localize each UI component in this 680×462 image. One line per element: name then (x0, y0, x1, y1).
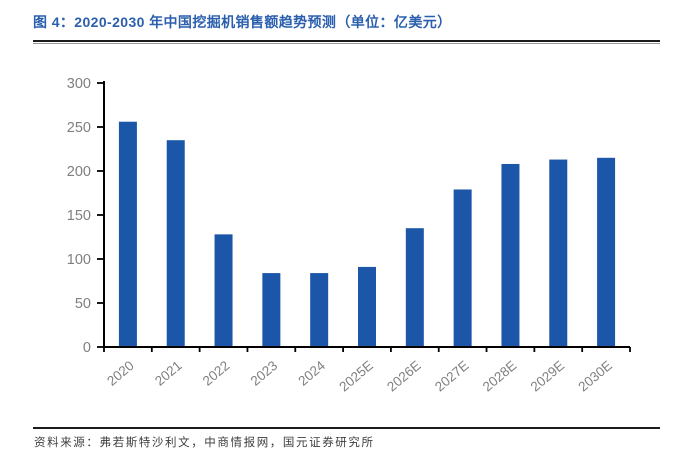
y-tick-label: 150 (67, 208, 91, 224)
title-divider (33, 40, 660, 44)
bar-2021 (166, 140, 185, 347)
bar-2029E (549, 159, 568, 347)
x-tick-label: 2026E (384, 358, 424, 395)
bar-2025E (358, 266, 376, 347)
x-tick-label: 2022 (200, 358, 233, 389)
bar-2020 (118, 121, 137, 347)
y-tick-label: 250 (67, 120, 91, 136)
x-tick-label: 2029E (528, 358, 568, 395)
figure-title: 图 4：2020-2030 年中国挖掘机销售额趋势预测（单位：亿美元） (33, 14, 452, 30)
bar-2028E (501, 163, 520, 347)
bar-2026E (405, 228, 424, 347)
x-tick-label: 2028E (480, 358, 520, 395)
footer-divider (33, 427, 660, 429)
bar-2023 (262, 273, 281, 347)
y-tick-label: 50 (75, 296, 91, 312)
bar-2022 (214, 234, 233, 347)
x-tick-label: 2025E (336, 358, 376, 395)
bar-2024 (310, 273, 329, 347)
x-tick-label: 2030E (575, 358, 615, 395)
x-tick-label: 2024 (295, 358, 328, 389)
x-tick-label: 2020 (104, 358, 137, 389)
y-tick-label: 100 (67, 252, 91, 268)
bar-2030E (597, 157, 616, 347)
bar-2027E (453, 189, 472, 347)
y-tick-label: 300 (67, 76, 91, 92)
x-tick-label: 2023 (248, 358, 281, 389)
x-tick-label: 2027E (432, 358, 472, 395)
y-tick-label: 200 (67, 164, 91, 180)
x-tick-label: 2021 (152, 358, 185, 389)
source-note: 资料来源：弗若斯特沙利文，中商情报网，国元证券研究所 (34, 437, 375, 449)
y-tick-label: 0 (83, 340, 91, 356)
